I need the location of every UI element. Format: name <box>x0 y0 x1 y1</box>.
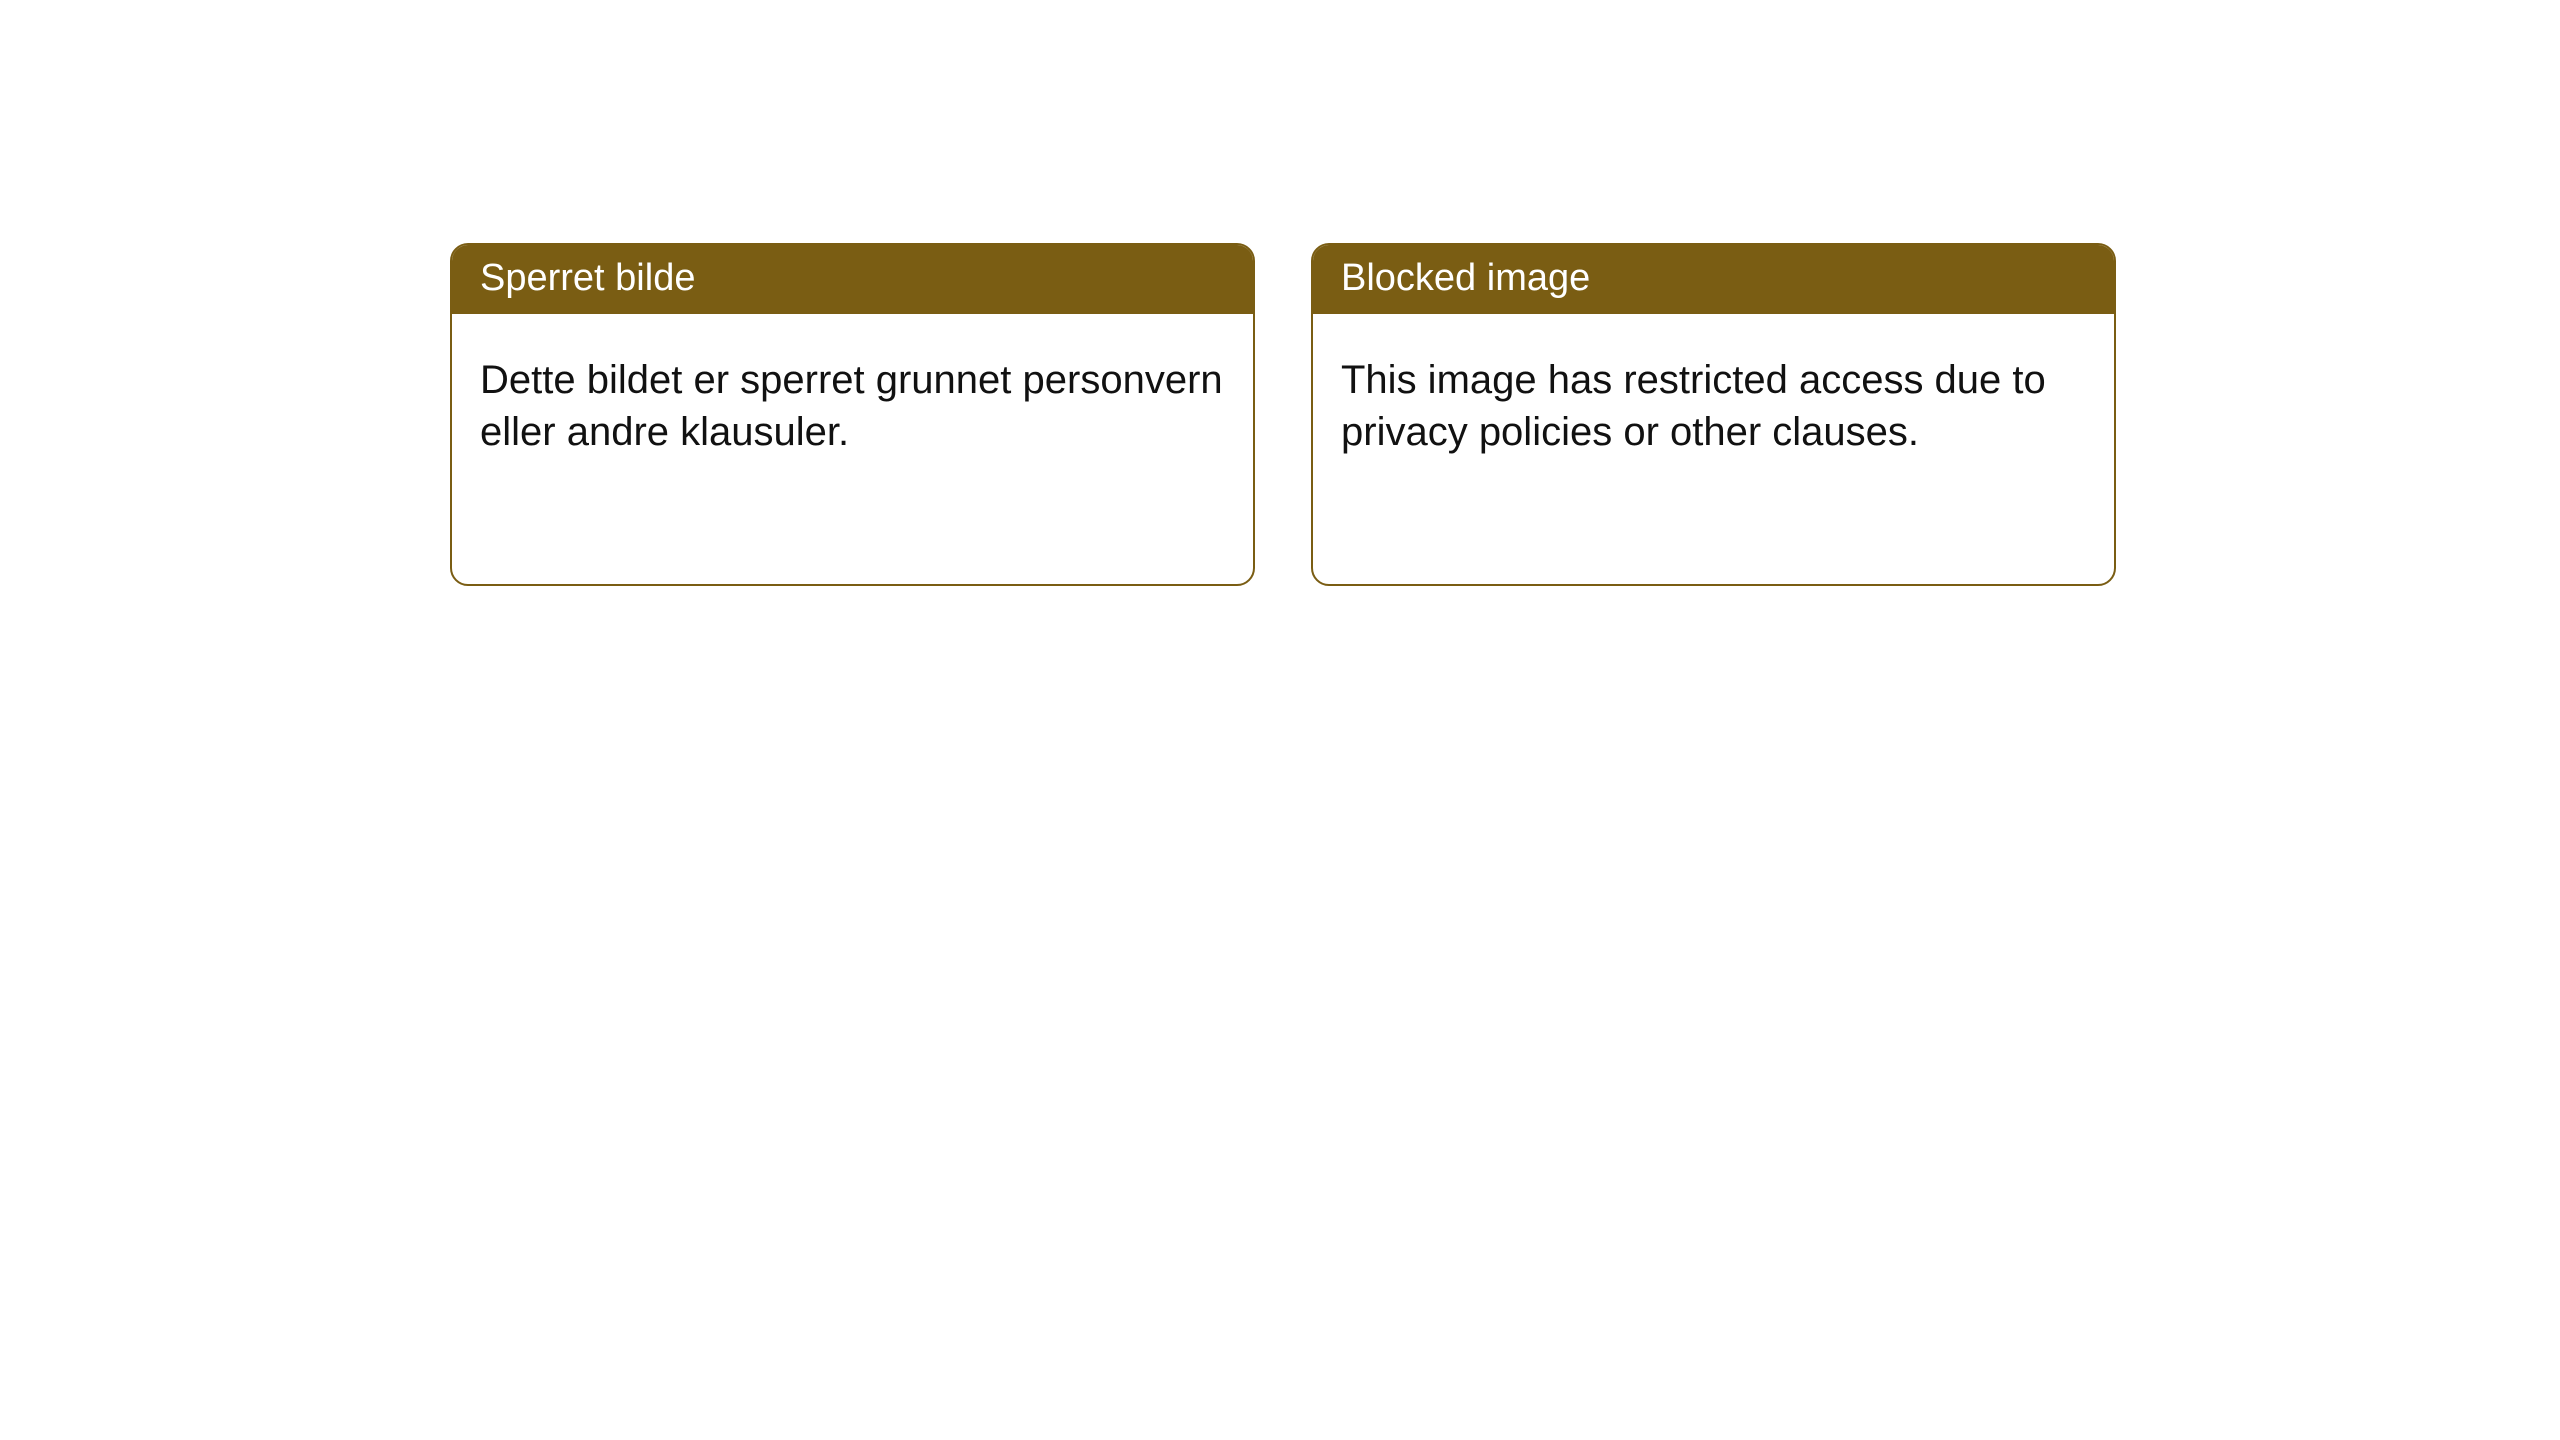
notice-cards-container: Sperret bilde Dette bildet er sperret gr… <box>450 243 2116 586</box>
card-body: This image has restricted access due to … <box>1313 314 2114 584</box>
notice-card-norwegian: Sperret bilde Dette bildet er sperret gr… <box>450 243 1255 586</box>
card-body: Dette bildet er sperret grunnet personve… <box>452 314 1253 584</box>
card-header: Blocked image <box>1313 245 2114 314</box>
card-header: Sperret bilde <box>452 245 1253 314</box>
notice-card-english: Blocked image This image has restricted … <box>1311 243 2116 586</box>
